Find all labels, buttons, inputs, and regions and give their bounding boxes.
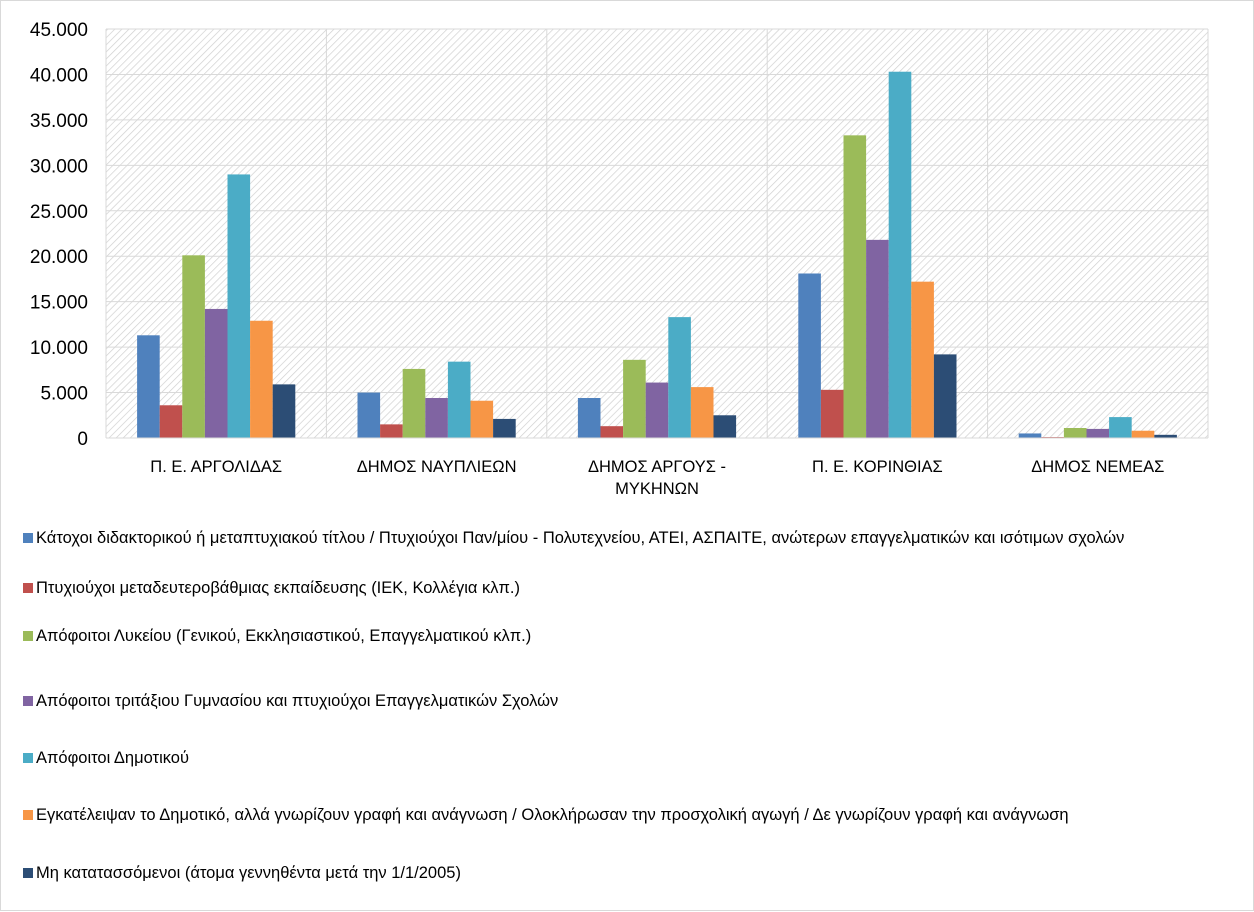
bar (798, 273, 821, 438)
x-category-label: ΜΥΚΗΝΩΝ (615, 480, 699, 498)
bar (713, 415, 737, 438)
x-category-label: ΔΗΜΟΣ ΑΡΓΟΥΣ - (588, 458, 726, 476)
bar (820, 389, 844, 438)
bar (690, 387, 714, 438)
legend-label: Κάτοχοι διδακτορικού ή μεταπτυχιακού τίτ… (36, 529, 1125, 547)
legend-swatch (23, 631, 33, 641)
bar (866, 239, 889, 438)
legend-swatch (23, 753, 33, 763)
bar (933, 354, 957, 438)
bar (911, 281, 934, 438)
bar (1154, 434, 1177, 438)
bar (888, 71, 912, 439)
bar (1018, 433, 1042, 438)
y-tick-label: 0 (77, 429, 88, 450)
bar (1109, 417, 1132, 438)
axes: 0 5.000 10.000 15.000 20.000 25.000 30.000 35.0… (30, 20, 1208, 498)
bar (493, 418, 516, 438)
bar (623, 359, 646, 438)
legend-item: Πτυχιούχοι μεταδευτεροβάθμιας εκπαίδευση… (23, 578, 1248, 598)
legend-item: Εγκατέλειψαν το Δημοτικό, αλλά γνωρίζουν… (23, 805, 1248, 825)
bar (204, 308, 228, 438)
legend-item: Απόφοιτοι τριτάξιου Γυμνασίου και πτυχιο… (23, 691, 1248, 711)
legend-label: Εγκατέλειψαν το Δημοτικό, αλλά γνωρίζουν… (36, 806, 1069, 824)
bar (159, 405, 183, 438)
bar (250, 320, 273, 438)
bar (1086, 428, 1110, 438)
y-tick-label: 35.000 (30, 111, 88, 132)
bar (182, 255, 205, 438)
legend-item: Μη κατατασσόμενοι (άτομα γεννηθέντα μετά… (23, 863, 1248, 883)
gridlines (105, 28, 1209, 439)
y-tick-label: 5.000 (40, 384, 88, 405)
y-tick-label: 15.000 (30, 293, 88, 314)
x-category-label: Π. Ε. ΑΡΓΟΛΙΔΑΣ (150, 458, 282, 476)
bar (600, 426, 624, 438)
x-category-label: Π. Ε. ΚΟΡΙΝΘΙΑΣ (812, 458, 943, 476)
bars (137, 71, 1177, 439)
legend-swatch (23, 583, 33, 593)
y-tick-label: 30.000 (30, 156, 88, 177)
bar (470, 400, 494, 438)
x-category-label: ΔΗΜΟΣ ΝΕΜΕΑΣ (1031, 458, 1164, 476)
bar (357, 392, 381, 438)
bar (1063, 428, 1087, 438)
bar (1131, 430, 1155, 438)
bar (577, 398, 601, 438)
legend-swatch (23, 868, 33, 878)
legend-item: Απόφοιτοι Λυκείου (Γενικού, Εκκλησιαστικ… (23, 626, 1248, 646)
x-category-label: ΔΗΜΟΣ ΝΑΥΠΛΙΕΩΝ (357, 458, 517, 476)
legend-item: Κάτοχοι διδακτορικού ή μεταπτυχιακού τίτ… (23, 528, 1248, 548)
y-tick-label: 25.000 (30, 202, 88, 223)
legend-label: Μη κατατασσόμενοι (άτομα γεννηθέντα μετά… (36, 864, 461, 882)
bar (402, 368, 426, 438)
legend-label: Πτυχιούχοι μεταδευτεροβάθμιας εκπαίδευση… (36, 579, 520, 597)
bar (227, 174, 251, 438)
bar (380, 424, 403, 438)
bar (272, 384, 296, 438)
legend-item: Απόφοιτοι Δημοτικού (23, 748, 1248, 768)
bar (668, 317, 691, 438)
bar (447, 361, 471, 438)
plot-area (106, 29, 1208, 438)
bar (425, 398, 448, 438)
y-tick-label: 40.000 (30, 65, 88, 86)
legend-label: Απόφοιτοι τριτάξιου Γυμνασίου και πτυχιο… (36, 692, 559, 710)
bar (137, 335, 160, 438)
y-tick-label: 10.000 (30, 338, 88, 359)
legend-swatch (23, 696, 33, 706)
legend-swatch (23, 533, 33, 543)
bar (645, 382, 669, 438)
legend-swatch (23, 810, 33, 820)
y-tick-label: 20.000 (30, 247, 88, 268)
legend-label: Απόφοιτοι Λυκείου (Γενικού, Εκκλησιαστικ… (36, 627, 532, 645)
legend-label: Απόφοιτοι Δημοτικού (36, 749, 189, 767)
bar (843, 135, 867, 438)
y-tick-label: 45.000 (30, 20, 88, 41)
